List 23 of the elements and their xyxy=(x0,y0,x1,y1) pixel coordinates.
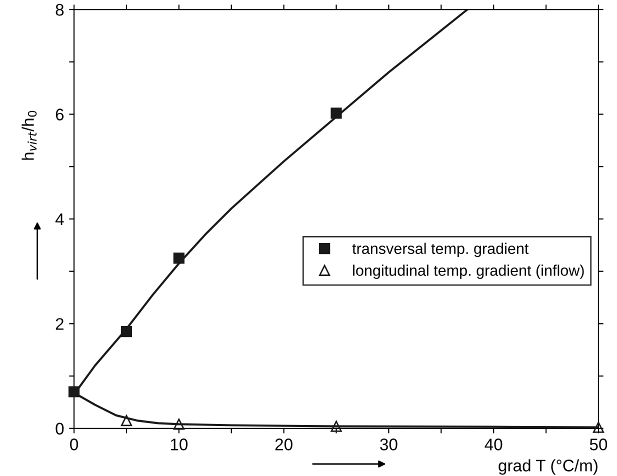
x-tick-label: 20 xyxy=(275,438,292,450)
y-axis-title: h$_{virt}$/h$_{0}$ xyxy=(22,110,37,160)
point xyxy=(120,326,132,338)
x-tick-label: 50 xyxy=(590,438,608,450)
x-tick-label: 0 xyxy=(70,438,78,450)
point xyxy=(592,422,604,433)
legend-label: transversal temp. gradient xyxy=(352,242,529,258)
point xyxy=(68,386,80,398)
y-tick-label: 8 xyxy=(56,4,64,16)
x-tick-label: 40 xyxy=(484,438,502,450)
y-tick-label: 4 xyxy=(55,214,64,225)
x-tick-label: 30 xyxy=(380,438,398,450)
y-tick-label: 0 xyxy=(56,422,64,435)
point xyxy=(330,420,342,432)
legend-label: longitudinal temp. gradient (inflow) xyxy=(353,264,584,279)
x-axis-title: grad T (°C/m) xyxy=(498,459,598,475)
y-tick-label: 2 xyxy=(56,318,64,330)
point xyxy=(173,418,184,430)
point xyxy=(330,108,342,119)
point xyxy=(173,252,184,264)
point xyxy=(120,414,132,426)
x-tick-label: 10 xyxy=(170,438,188,450)
y-tick-label: 6 xyxy=(56,108,64,120)
